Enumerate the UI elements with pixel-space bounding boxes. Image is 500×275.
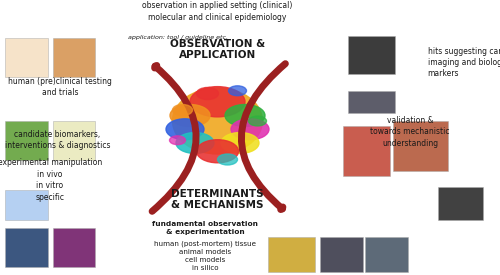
Bar xyxy=(52,228,95,267)
Circle shape xyxy=(196,140,238,163)
Text: human (pre)clinical testing
and trials: human (pre)clinical testing and trials xyxy=(8,77,112,97)
Bar xyxy=(52,39,95,77)
Text: human (post-mortem) tissue
animal models
cell models
in silico: human (post-mortem) tissue animal models… xyxy=(154,241,256,271)
Text: hits suggesting candidate
imaging and biological
markers: hits suggesting candidate imaging and bi… xyxy=(428,47,500,78)
Bar xyxy=(5,228,48,267)
Text: candidate biomarkers,
interventions & diagnostics: candidate biomarkers, interventions & di… xyxy=(5,130,110,150)
Circle shape xyxy=(190,87,245,117)
Bar xyxy=(5,121,48,160)
Circle shape xyxy=(166,119,204,140)
Ellipse shape xyxy=(172,88,262,154)
Text: DETERMINANTS
& MECHANISMS: DETERMINANTS & MECHANISMS xyxy=(171,189,264,210)
Bar xyxy=(348,36,395,74)
Bar xyxy=(52,121,95,160)
Text: validation &
towards mechanistic
understanding: validation & towards mechanistic underst… xyxy=(370,116,450,148)
Text: fundamental observation
& experimentation: fundamental observation & experimentatio… xyxy=(152,221,258,235)
Circle shape xyxy=(231,119,269,140)
Text: application: tool / guideline etc.: application: tool / guideline etc. xyxy=(128,35,228,40)
Text: experimental manipulation
in vivo
in vitro
specific: experimental manipulation in vivo in vit… xyxy=(0,158,102,202)
Text: OBSERVATION &
APPLICATION: OBSERVATION & APPLICATION xyxy=(170,39,265,60)
Circle shape xyxy=(170,136,186,145)
Circle shape xyxy=(228,86,246,96)
Circle shape xyxy=(172,104,193,116)
Bar xyxy=(392,121,448,170)
Bar xyxy=(348,91,395,113)
Text: observation in applied setting (clinical)
molecular and clinical epidemiology: observation in applied setting (clinical… xyxy=(142,1,292,22)
Bar xyxy=(320,236,362,272)
Circle shape xyxy=(221,133,259,153)
Circle shape xyxy=(248,116,266,126)
Bar xyxy=(5,190,48,220)
Circle shape xyxy=(196,87,218,100)
Bar xyxy=(268,236,315,272)
Bar xyxy=(438,187,482,220)
Bar xyxy=(5,39,48,77)
Circle shape xyxy=(170,104,210,126)
Circle shape xyxy=(176,133,214,153)
Circle shape xyxy=(218,154,238,165)
Circle shape xyxy=(225,104,265,126)
Bar xyxy=(365,236,408,272)
Bar xyxy=(342,126,390,176)
